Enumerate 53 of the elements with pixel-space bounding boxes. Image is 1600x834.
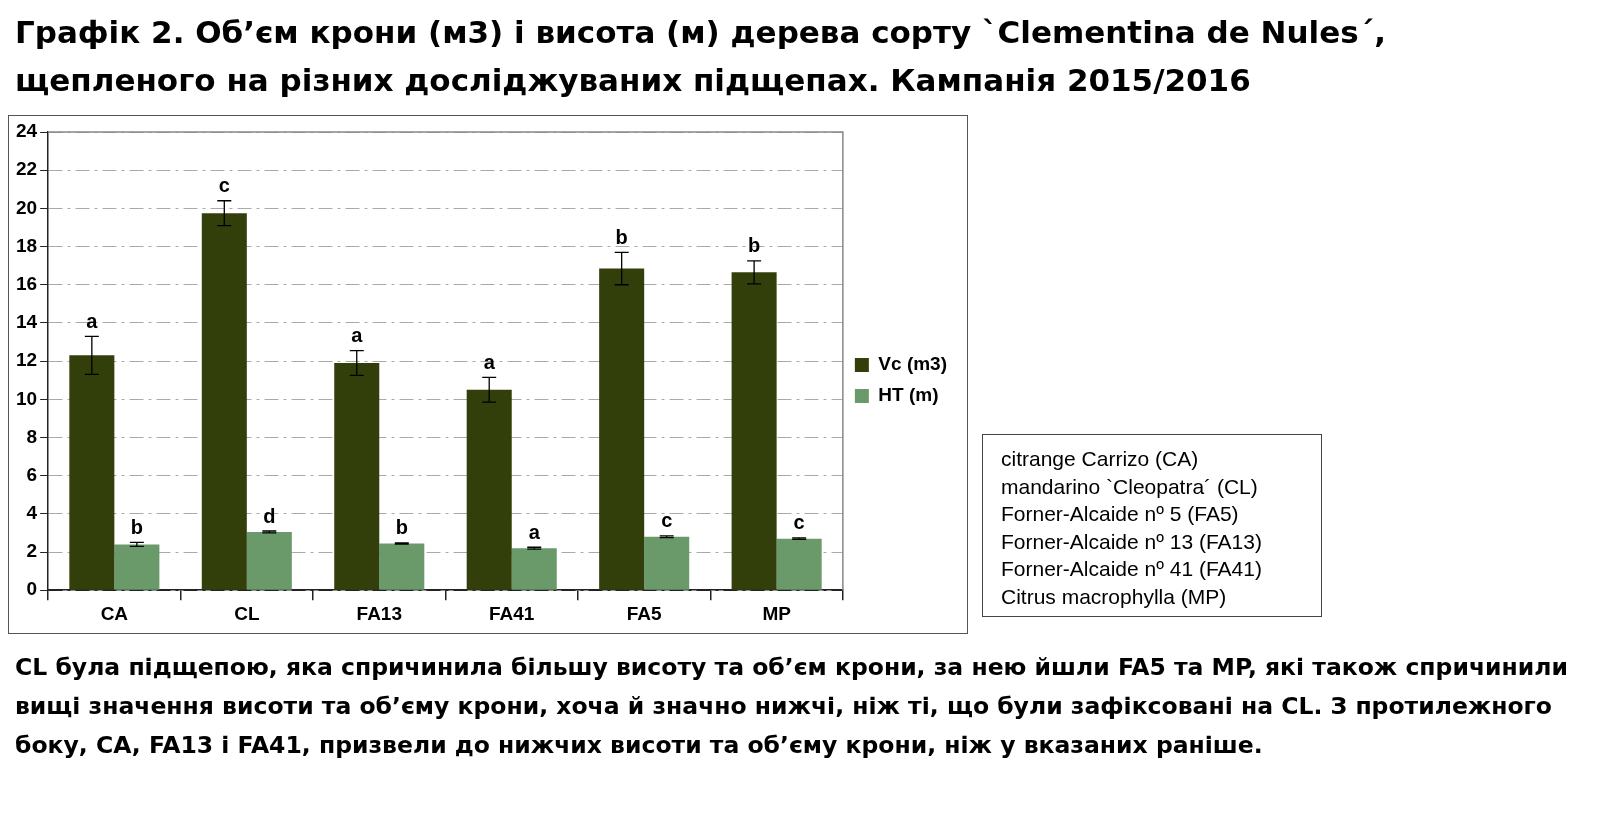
bar bbox=[731, 272, 777, 590]
x-tick-label: FA13 bbox=[356, 602, 402, 624]
y-tick-label: 18 bbox=[15, 234, 38, 256]
y-tick-label: 10 bbox=[15, 387, 38, 409]
legend-label: Vc (m3) bbox=[878, 353, 948, 375]
text: Citrus macrophylla (MP) bbox=[1001, 583, 1228, 610]
text: mandarino `Cleopatra´ (CL) bbox=[1001, 473, 1259, 500]
y-tick-label: 22 bbox=[15, 158, 38, 180]
bar bbox=[599, 268, 645, 590]
y-tick-label: 16 bbox=[15, 272, 38, 294]
text: citrange Carrizo (CA) bbox=[1001, 446, 1200, 472]
data-label: a bbox=[86, 309, 99, 332]
bar bbox=[246, 531, 292, 590]
text: CL була підщепою, яка спричинила більшу висоту та об’єм крони, за нею йшли FA5 та MP, які також спричинили вищі значення висоти та об’єму крони, хоча й значно нижчі, ніж ті, що були зафіксовані на CL. З протилежного боку, CA, FA13 і FA41, призвели до нижчих висоти та об’єму крони, ніж у вказаних раніше. bbox=[15, 652, 1569, 761]
bar bbox=[776, 538, 822, 590]
data-label: c bbox=[218, 174, 230, 197]
x-tick-label: MP bbox=[762, 602, 792, 624]
text: Forner-Alcaide nº 5 (FA5) bbox=[1001, 501, 1240, 527]
data-label: b bbox=[395, 516, 408, 539]
data-label: c bbox=[661, 509, 673, 532]
y-tick-label: 0 bbox=[26, 578, 38, 600]
bar bbox=[511, 548, 557, 590]
x-tick-label: CL bbox=[234, 602, 260, 624]
bar bbox=[466, 389, 512, 590]
bar bbox=[379, 543, 425, 590]
x-tick-label: FA41 bbox=[489, 602, 535, 624]
y-tick-label: 2 bbox=[26, 540, 38, 562]
data-label: b bbox=[130, 515, 143, 538]
bar bbox=[69, 355, 115, 590]
bar bbox=[334, 363, 380, 590]
x-tick-label: CA bbox=[100, 602, 129, 624]
y-tick-label: 20 bbox=[15, 196, 38, 218]
chart-title: Графік 2. Об’єм крони (м3) і висота (м) дерева сорту `Clementina de Nules´, щепленого на різних досліджуваних підщепах. Кампанія 2015/2016 bbox=[15, 13, 1387, 100]
y-tick-label: 4 bbox=[26, 502, 38, 524]
x-tick-label: FA5 bbox=[626, 602, 663, 624]
bar bbox=[201, 213, 247, 590]
data-label: a bbox=[528, 520, 541, 543]
data-label: b bbox=[615, 225, 628, 248]
y-tick-label: 8 bbox=[26, 425, 38, 447]
data-label: a bbox=[483, 350, 496, 373]
text: Forner-Alcaide nº 41 (FA41) bbox=[1001, 556, 1263, 582]
text: Forner-Alcaide nº 13 (FA13) bbox=[1001, 528, 1263, 555]
data-label: c bbox=[793, 511, 805, 534]
y-tick-label: 6 bbox=[26, 463, 38, 485]
bar bbox=[644, 536, 690, 590]
bar bbox=[114, 544, 160, 590]
data-label: a bbox=[351, 324, 364, 347]
y-tick-label: 12 bbox=[15, 349, 38, 371]
y-tick-label: 14 bbox=[15, 311, 38, 333]
data-label: d bbox=[263, 504, 276, 527]
y-tick-label: 24 bbox=[15, 120, 38, 142]
data-label: b bbox=[748, 234, 761, 257]
legend-label: HT (m) bbox=[878, 384, 939, 406]
